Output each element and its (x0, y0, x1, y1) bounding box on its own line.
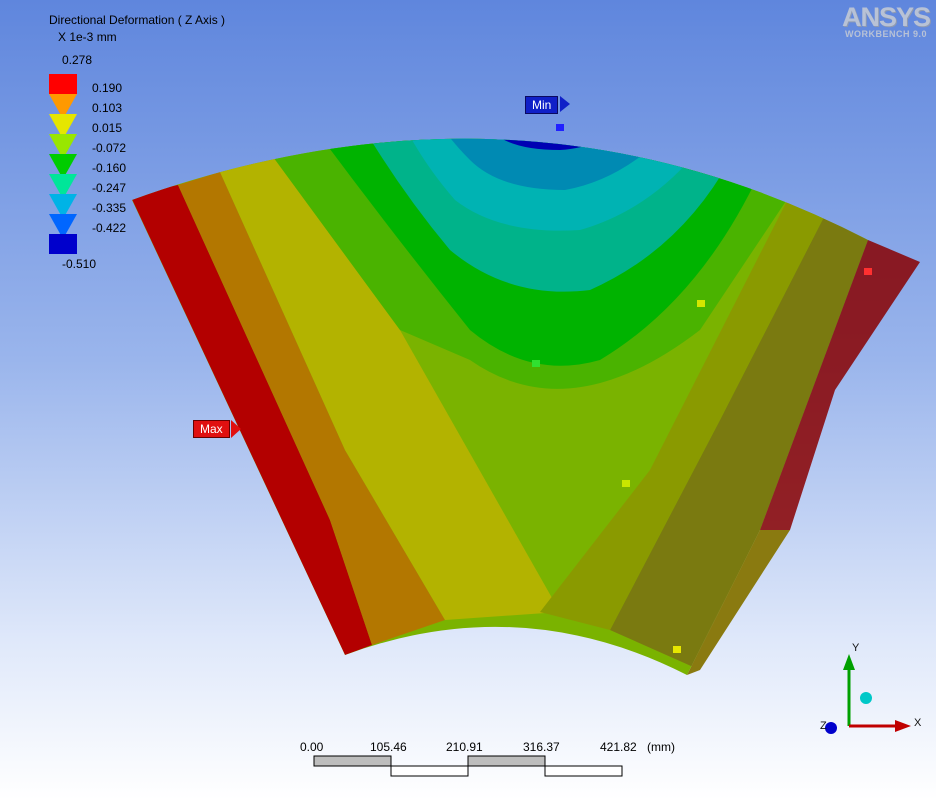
legend-level-label: -0.072 (92, 141, 127, 155)
probe-point-marker (673, 646, 681, 653)
scale-bar (313, 755, 623, 777)
legend-color-bar (49, 74, 77, 254)
max-probe-arrow-icon (231, 420, 241, 438)
triad-z-label: Z (820, 720, 827, 732)
scale-tick-label: 421.82 (600, 740, 637, 754)
legend-level-label: -0.335 (92, 201, 127, 215)
legend-swatch (49, 74, 77, 94)
legend-swatch (49, 194, 77, 214)
legend-level-label: -0.247 (92, 181, 127, 195)
probe-point-marker (864, 268, 872, 275)
legend-level-label: 0.015 (92, 121, 123, 135)
legend-swatch (49, 234, 77, 254)
legend-swatch (49, 174, 77, 194)
legend-unit: X 1e-3 mm (58, 30, 117, 44)
legend-level-label: -0.160 (92, 161, 127, 175)
max-probe-label[interactable]: Max (193, 420, 230, 438)
probe-point-marker (556, 124, 564, 131)
probe-point-marker (697, 300, 705, 307)
legend-level-label: 0.190 (92, 81, 123, 95)
legend-title: Directional Deformation ( Z Axis ) (49, 13, 226, 27)
legend-level-label: -0.422 (92, 221, 127, 235)
legend-swatch (49, 114, 77, 134)
scale-tick-label: 210.91 (446, 740, 483, 754)
triad-y-label: Y (852, 642, 860, 654)
legend-swatch (49, 214, 77, 234)
legend-swatch (49, 94, 77, 114)
legend-swatch (49, 154, 77, 174)
probe-point-marker (532, 360, 540, 367)
legend-min-value: -0.510 (62, 257, 97, 271)
min-probe-label[interactable]: Min (525, 96, 559, 114)
scale-unit: (mm) (647, 740, 675, 754)
triad-x-label: X (914, 717, 922, 729)
legend-max-value: 0.278 (62, 53, 93, 67)
probe-point-marker (622, 480, 630, 487)
scale-tick-label: 0.00 (300, 740, 324, 754)
ansys-product-label: WORKBENCH 9.0 (845, 29, 928, 39)
legend-swatch (49, 134, 77, 154)
scale-tick-label: 316.37 (523, 740, 560, 754)
coordinate-triad-icon[interactable] (815, 640, 935, 750)
ansys-logo: ANSYS (842, 2, 931, 32)
min-probe-arrow-icon (560, 96, 570, 112)
legend-level-label: 0.103 (92, 101, 123, 115)
scale-tick-label: 105.46 (370, 740, 407, 754)
